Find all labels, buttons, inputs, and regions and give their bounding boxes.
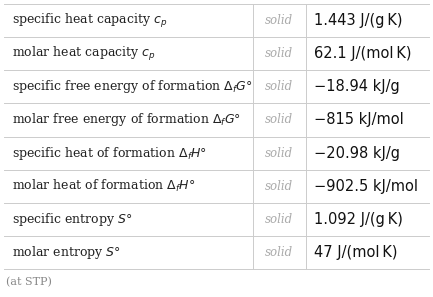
Text: solid: solid <box>265 180 293 193</box>
Text: 62.1 J/(mol K): 62.1 J/(mol K) <box>314 46 411 61</box>
Text: solid: solid <box>265 80 293 93</box>
Text: solid: solid <box>265 14 293 27</box>
Text: solid: solid <box>265 246 293 259</box>
Text: 1.092 J/(g K): 1.092 J/(g K) <box>314 212 403 227</box>
Text: specific entropy $S°$: specific entropy $S°$ <box>12 211 132 228</box>
Text: −815 kJ/mol: −815 kJ/mol <box>314 113 404 127</box>
Text: molar heat capacity $c_p$: molar heat capacity $c_p$ <box>12 45 156 63</box>
Text: −902.5 kJ/mol: −902.5 kJ/mol <box>314 179 418 194</box>
Text: solid: solid <box>265 47 293 60</box>
Text: solid: solid <box>265 113 293 127</box>
Text: molar free energy of formation $\Delta_f G°$: molar free energy of formation $\Delta_f… <box>12 111 241 128</box>
Text: −18.94 kJ/g: −18.94 kJ/g <box>314 79 400 94</box>
Text: specific heat capacity $c_p$: specific heat capacity $c_p$ <box>12 12 167 30</box>
Text: solid: solid <box>265 213 293 226</box>
Text: −20.98 kJ/g: −20.98 kJ/g <box>314 146 400 161</box>
Text: 47 J/(mol K): 47 J/(mol K) <box>314 245 397 260</box>
Text: molar heat of formation $\Delta_f H°$: molar heat of formation $\Delta_f H°$ <box>12 178 195 194</box>
Text: (at STP): (at STP) <box>6 277 52 287</box>
Text: molar entropy $S°$: molar entropy $S°$ <box>12 244 121 261</box>
Text: solid: solid <box>265 146 293 159</box>
Text: specific heat of formation $\Delta_f H°$: specific heat of formation $\Delta_f H°$ <box>12 145 207 162</box>
Text: specific free energy of formation $\Delta_f G°$: specific free energy of formation $\Delt… <box>12 78 253 95</box>
Text: 1.443 J/(g K): 1.443 J/(g K) <box>314 13 402 28</box>
